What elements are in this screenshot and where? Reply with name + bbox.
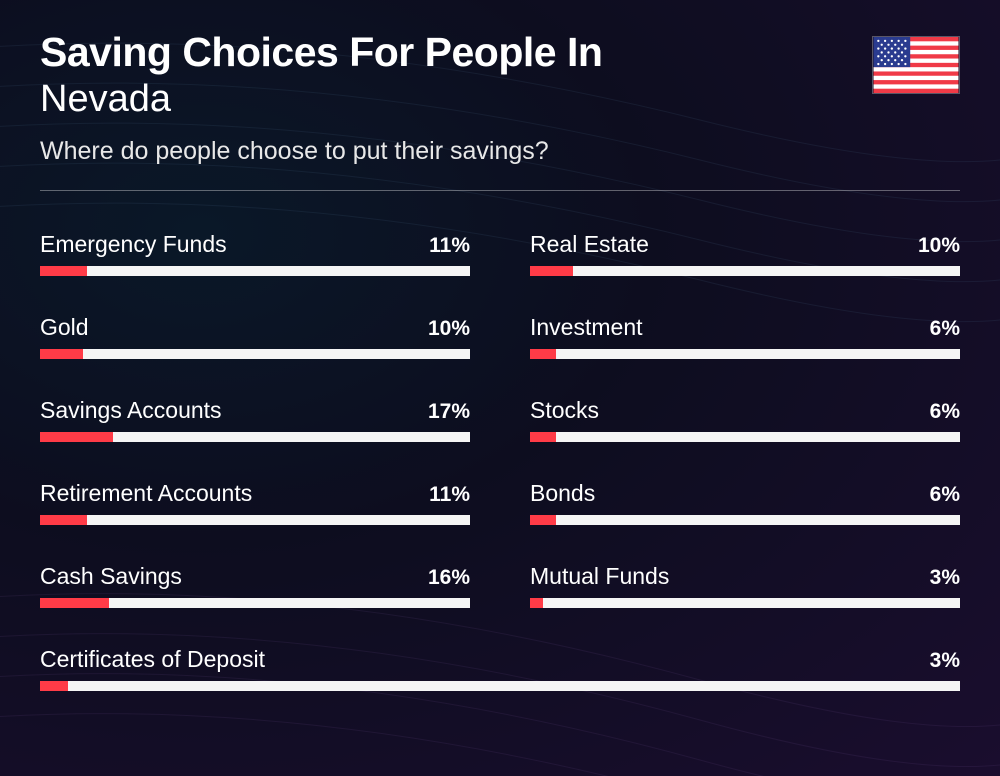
usa-flag-icon [872, 36, 960, 94]
bar-track [530, 349, 960, 359]
bar-track [530, 266, 960, 276]
bar-label: Investment [530, 314, 643, 341]
bar-label: Real Estate [530, 231, 649, 258]
bar-fill [530, 598, 543, 608]
bar-item: Investment 6% [530, 314, 960, 359]
subtitle: Where do people choose to put their savi… [40, 137, 872, 166]
bar-fill [530, 432, 556, 442]
bar-label: Certificates of Deposit [40, 646, 265, 673]
bar-item-head: Real Estate 10% [530, 231, 960, 258]
bar-value: 6% [930, 400, 960, 424]
bars-grid: Emergency Funds 11% Real Estate 10% Gold 10% I… [40, 231, 960, 691]
bar-track [40, 266, 470, 276]
bar-label: Cash Savings [40, 563, 182, 590]
bar-fill [530, 266, 573, 276]
bar-item: Bonds 6% [530, 480, 960, 525]
bar-fill [40, 681, 68, 691]
bar-value: 11% [429, 234, 470, 258]
bar-value: 6% [930, 483, 960, 507]
bar-track [40, 515, 470, 525]
bar-value: 17% [428, 400, 470, 424]
bar-value: 3% [930, 649, 960, 673]
page-title: Saving Choices For People In [40, 30, 872, 75]
bar-item-head: Certificates of Deposit 3% [40, 646, 960, 673]
bar-item: Cash Savings 16% [40, 563, 470, 608]
bar-item-head: Savings Accounts 17% [40, 397, 470, 424]
bar-value: 10% [918, 234, 960, 258]
bar-fill [40, 349, 83, 359]
title-block: Saving Choices For People In Nevada Wher… [40, 30, 872, 166]
bar-item: Savings Accounts 17% [40, 397, 470, 442]
bar-item: Emergency Funds 11% [40, 231, 470, 276]
bar-track [40, 598, 470, 608]
bar-track [40, 681, 960, 691]
bar-item-head: Bonds 6% [530, 480, 960, 507]
bar-value: 10% [428, 317, 470, 341]
bar-item-head: Retirement Accounts 11% [40, 480, 470, 507]
bar-item: Gold 10% [40, 314, 470, 359]
bar-item-head: Investment 6% [530, 314, 960, 341]
bar-label: Mutual Funds [530, 563, 669, 590]
bar-label: Gold [40, 314, 89, 341]
bar-label: Bonds [530, 480, 595, 507]
bar-item: Mutual Funds 3% [530, 563, 960, 608]
bar-label: Savings Accounts [40, 397, 222, 424]
bar-item-head: Mutual Funds 3% [530, 563, 960, 590]
bar-label: Retirement Accounts [40, 480, 252, 507]
bar-item: Retirement Accounts 11% [40, 480, 470, 525]
bar-fill [40, 432, 113, 442]
bar-track [530, 515, 960, 525]
bar-item-head: Emergency Funds 11% [40, 231, 470, 258]
bar-value: 6% [930, 317, 960, 341]
bar-item: Certificates of Deposit 3% [40, 646, 960, 691]
bar-item-head: Stocks 6% [530, 397, 960, 424]
bar-item: Real Estate 10% [530, 231, 960, 276]
location-name: Nevada [40, 77, 872, 123]
header: Saving Choices For People In Nevada Wher… [40, 30, 960, 166]
bar-track [530, 598, 960, 608]
bar-value: 3% [930, 566, 960, 590]
bar-item-head: Gold 10% [40, 314, 470, 341]
bar-item: Stocks 6% [530, 397, 960, 442]
bar-track [40, 349, 470, 359]
bar-fill [530, 515, 556, 525]
bar-fill [40, 598, 109, 608]
bar-value: 16% [428, 566, 470, 590]
bar-item-head: Cash Savings 16% [40, 563, 470, 590]
infographic-container: Saving Choices For People In Nevada Wher… [0, 0, 1000, 731]
divider [40, 190, 960, 191]
bar-fill [40, 266, 87, 276]
bar-value: 11% [429, 483, 470, 507]
bar-label: Emergency Funds [40, 231, 227, 258]
bar-fill [40, 515, 87, 525]
bar-fill [530, 349, 556, 359]
bar-track [40, 432, 470, 442]
bar-label: Stocks [530, 397, 599, 424]
bar-track [530, 432, 960, 442]
